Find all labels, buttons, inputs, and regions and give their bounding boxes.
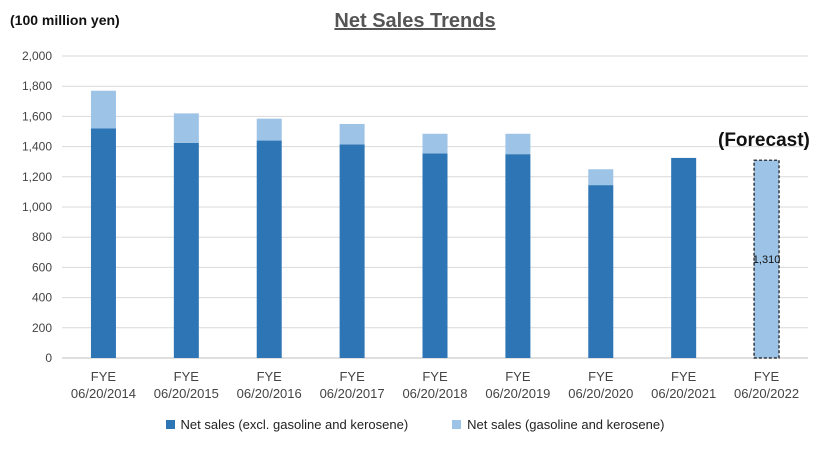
bar-excl-gasoline [422,153,448,358]
y-tick-label: 0 [45,351,52,365]
y-tick-label: 600 [32,260,52,274]
bar-excl-gasoline [256,140,282,358]
bar-excl-gasoline [505,154,531,358]
bar-gasoline-kerosene [173,113,199,143]
x-tick-label-date: 06/20/2016 [237,386,302,401]
legend-item-gas: Net sales (gasoline and kerosene) [452,417,664,432]
y-tick-label: 200 [32,321,52,335]
y-axis-unit-label: (100 million yen) [10,12,120,28]
x-tick-label-prefix: FYE [588,369,614,384]
bar-gasoline-kerosene [505,133,531,155]
bar-gasoline-kerosene [422,133,448,154]
x-tick-label-date: 06/20/2021 [651,386,716,401]
forecast-data-label: 1,310 [753,254,781,266]
y-tick-label: 1,000 [22,200,52,214]
y-tick-label: 1,800 [22,79,52,93]
bar-forecast [753,159,780,359]
x-tick-label-date: 06/20/2014 [71,386,136,401]
bar-excl-gasoline [588,185,614,358]
x-tick-label-date: 06/20/2017 [320,386,385,401]
bar-excl-gasoline [671,157,697,358]
chart-title: Net Sales Trends [334,10,496,32]
x-tick-label-date: 06/20/2019 [485,386,550,401]
x-tick-label-prefix: FYE [339,369,365,384]
y-tick-label: 1,600 [22,109,52,123]
bar-gasoline-kerosene [90,90,116,129]
bar-excl-gasoline [339,144,365,358]
bar-excl-gasoline [90,128,116,358]
x-tick-label-date: 06/20/2020 [568,386,633,401]
y-tick-label: 2,000 [22,49,52,63]
bar-gasoline-kerosene [588,169,614,186]
x-tick-label-prefix: FYE [754,369,780,384]
x-tick-label-prefix: FYE [257,369,283,384]
chart-legend: Net sales (excl. gasoline and kerosene) … [0,417,830,432]
bar-gasoline-kerosene [339,123,365,145]
x-tick-label-prefix: FYE [174,369,200,384]
x-tick-label-date: 06/20/2018 [402,386,467,401]
y-tick-label: 400 [32,291,52,305]
y-tick-label: 1,400 [22,140,52,154]
x-tick-label-prefix: FYE [671,369,697,384]
legend-swatch-excl [165,420,175,429]
x-tick-label-prefix: FYE [422,369,448,384]
legend-item-excl: Net sales (excl. gasoline and kerosene) [165,417,409,432]
y-tick-label: 1,200 [22,170,52,184]
x-tick-label-prefix: FYE [91,369,117,384]
legend-label-excl: Net sales (excl. gasoline and kerosene) [180,417,409,432]
x-tick-label-date: 06/20/2022 [734,386,799,401]
x-tick-label-prefix: FYE [505,369,531,384]
legend-swatch-gas [452,420,462,429]
forecast-label: (Forecast) [718,130,810,151]
legend-label-gas: Net sales (gasoline and kerosene) [467,417,665,432]
bar-excl-gasoline [173,142,199,358]
x-tick-label-date: 06/20/2015 [154,386,219,401]
y-tick-label: 800 [32,230,52,244]
bar-gasoline-kerosene [256,118,282,141]
